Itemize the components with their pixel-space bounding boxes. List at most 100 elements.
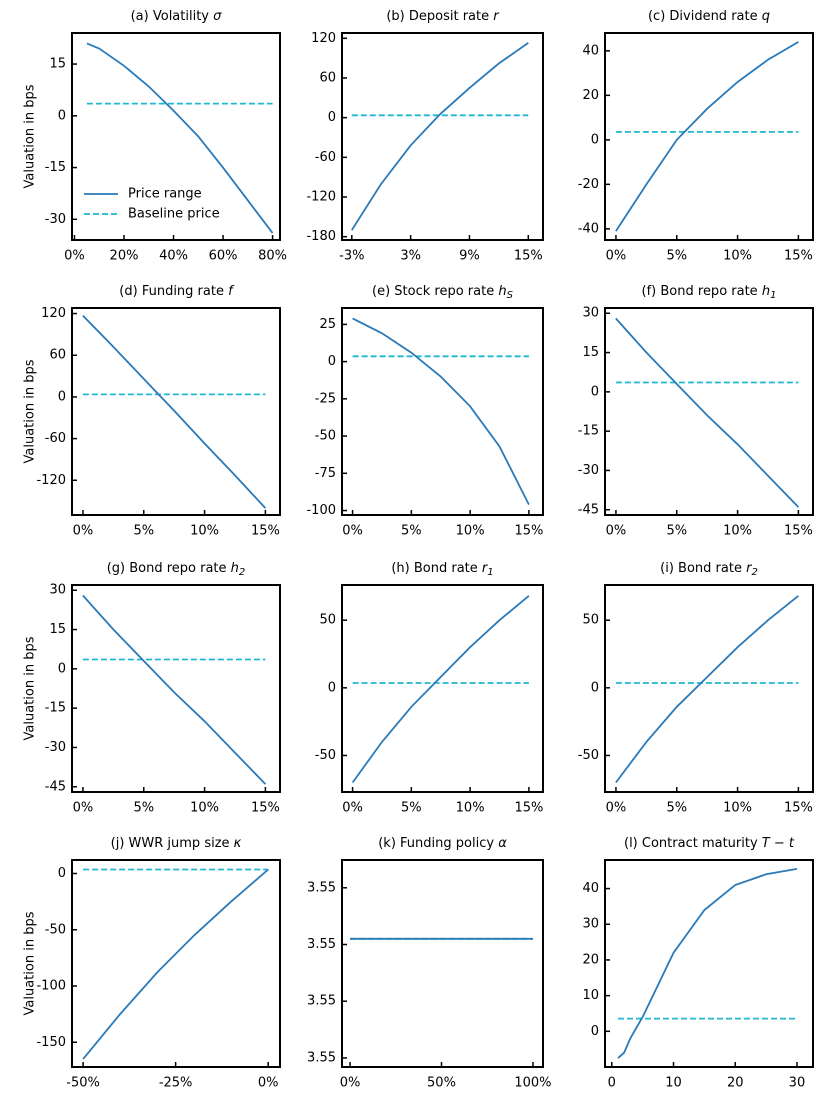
x-tick-label: 15%	[251, 801, 280, 816]
x-tick-label: 5%	[133, 524, 154, 539]
y-axis-label: Valuation in bps	[23, 636, 38, 740]
y-tick-label: -120	[36, 473, 66, 488]
x-tick-label: 15%	[784, 524, 813, 539]
title-symbol: r	[493, 9, 500, 24]
y-tick-label: 25	[319, 317, 336, 332]
y-tick-label: 0	[591, 680, 599, 695]
y-tick-label: 0	[58, 108, 66, 123]
y-tick-label: 30	[582, 306, 599, 321]
plot-frame	[604, 32, 814, 241]
price-line	[82, 868, 269, 1060]
price-line	[351, 595, 530, 784]
x-tick-label: 15%	[251, 524, 280, 539]
price-line	[82, 314, 267, 509]
y-tick-label: 0	[58, 389, 66, 404]
subplot-title: (d) Funding rate f	[119, 284, 235, 299]
title-symbol: h	[498, 284, 506, 299]
y-tick-label: 15	[582, 345, 599, 360]
title-symbol: r	[482, 561, 489, 576]
x-tick-label: 5%	[666, 801, 687, 816]
subplot-title: (a) Volatility σ	[131, 9, 223, 24]
x-tick-label: 5%	[666, 249, 687, 264]
subplot-title: (j) WWR jump size κ	[111, 836, 242, 851]
y-tick-label: 60	[49, 348, 66, 363]
x-tick-label: 0%	[73, 801, 94, 816]
y-tick-label: -30	[578, 463, 599, 478]
x-tick-label: 0%	[64, 249, 85, 264]
y-tick-label: 0	[58, 866, 66, 881]
y-tick-label: -150	[36, 1035, 66, 1050]
y-tick-label: -75	[315, 466, 336, 481]
x-tick-label: 0%	[342, 524, 363, 539]
y-axis-label: Valuation in bps	[23, 911, 38, 1015]
y-tick-label: 3.55	[307, 1050, 336, 1065]
x-tick-label: 10%	[190, 524, 219, 539]
x-tick-label: 15%	[514, 524, 543, 539]
x-tick-label: 0%	[606, 249, 627, 264]
title-symbol: κ	[234, 836, 242, 851]
title-text: (k) Funding policy	[378, 836, 494, 851]
y-tick-label: 30	[582, 917, 599, 932]
price-line	[615, 595, 799, 784]
y-tick-label: -15	[45, 160, 66, 175]
x-tick-label: 3%	[400, 249, 421, 264]
subplot-title: (b) Deposit rate r	[386, 9, 500, 24]
title-text: (e) Stock repo rate	[372, 284, 494, 299]
x-tick-label: 10%	[723, 249, 752, 264]
title-text: (a) Volatility	[131, 9, 210, 24]
y-tick-label: -30	[45, 740, 66, 755]
title-symbol: h	[231, 561, 239, 576]
x-tick-label: 80%	[258, 249, 287, 264]
x-tick-label: 30	[789, 1076, 806, 1091]
y-tick-label: 40	[582, 881, 599, 896]
y-tick-label: 0	[58, 661, 66, 676]
x-tick-label: 10%	[190, 801, 219, 816]
price-line	[615, 317, 800, 508]
subplot-title: (f) Bond repo rate h1	[642, 284, 777, 302]
title-text: (g) Bond repo rate	[107, 561, 227, 576]
y-tick-label: 0	[591, 1024, 599, 1039]
y-tick-label: 3.55	[307, 994, 336, 1009]
price-line	[351, 42, 529, 231]
title-subscript: 2	[751, 567, 757, 578]
x-tick-label: -3%	[339, 249, 364, 264]
y-tick-label: 20	[582, 88, 599, 103]
y-tick-label: -40	[578, 221, 599, 236]
y-tick-label: -100	[306, 503, 336, 518]
price-line	[617, 868, 798, 1059]
x-tick-label: 0%	[606, 524, 627, 539]
plot-frame	[604, 307, 814, 516]
y-tick-label: 50	[319, 613, 336, 628]
plot-frame	[604, 859, 814, 1068]
subplot-title: (l) Contract maturity T − t	[624, 836, 795, 851]
title-text: (d) Funding rate	[119, 284, 224, 299]
subplot-title: (c) Dividend rate q	[648, 9, 770, 24]
y-tick-label: -50	[315, 748, 336, 763]
x-tick-label: 15%	[514, 801, 543, 816]
subplot-title: (i) Bond rate r2	[660, 561, 758, 579]
x-tick-label: 10%	[723, 524, 752, 539]
y-tick-label: 20	[582, 952, 599, 967]
y-tick-label: 10	[582, 988, 599, 1003]
y-tick-label: -60	[315, 150, 336, 165]
x-tick-label: 5%	[666, 524, 687, 539]
y-tick-label: -180	[306, 229, 336, 244]
x-tick-label: 50%	[427, 1076, 456, 1091]
y-tick-label: 3.55	[307, 880, 336, 895]
title-subscript: 1	[487, 567, 493, 578]
y-tick-label: -60	[45, 431, 66, 446]
title-symbol: q	[762, 9, 770, 24]
x-tick-label: 5%	[401, 524, 422, 539]
x-tick-label: 9%	[459, 249, 480, 264]
plot-frame	[341, 307, 544, 516]
title-symbol: h	[762, 284, 770, 299]
x-tick-label: 10	[665, 1076, 682, 1091]
y-tick-label: 0	[328, 680, 336, 695]
title-text: (l) Contract maturity	[624, 836, 758, 851]
x-tick-label: 0%	[340, 1076, 361, 1091]
x-tick-label: 10%	[723, 801, 752, 816]
plot-frame	[71, 307, 281, 516]
x-tick-label: 10%	[456, 801, 485, 816]
x-tick-label: 20	[727, 1076, 744, 1091]
